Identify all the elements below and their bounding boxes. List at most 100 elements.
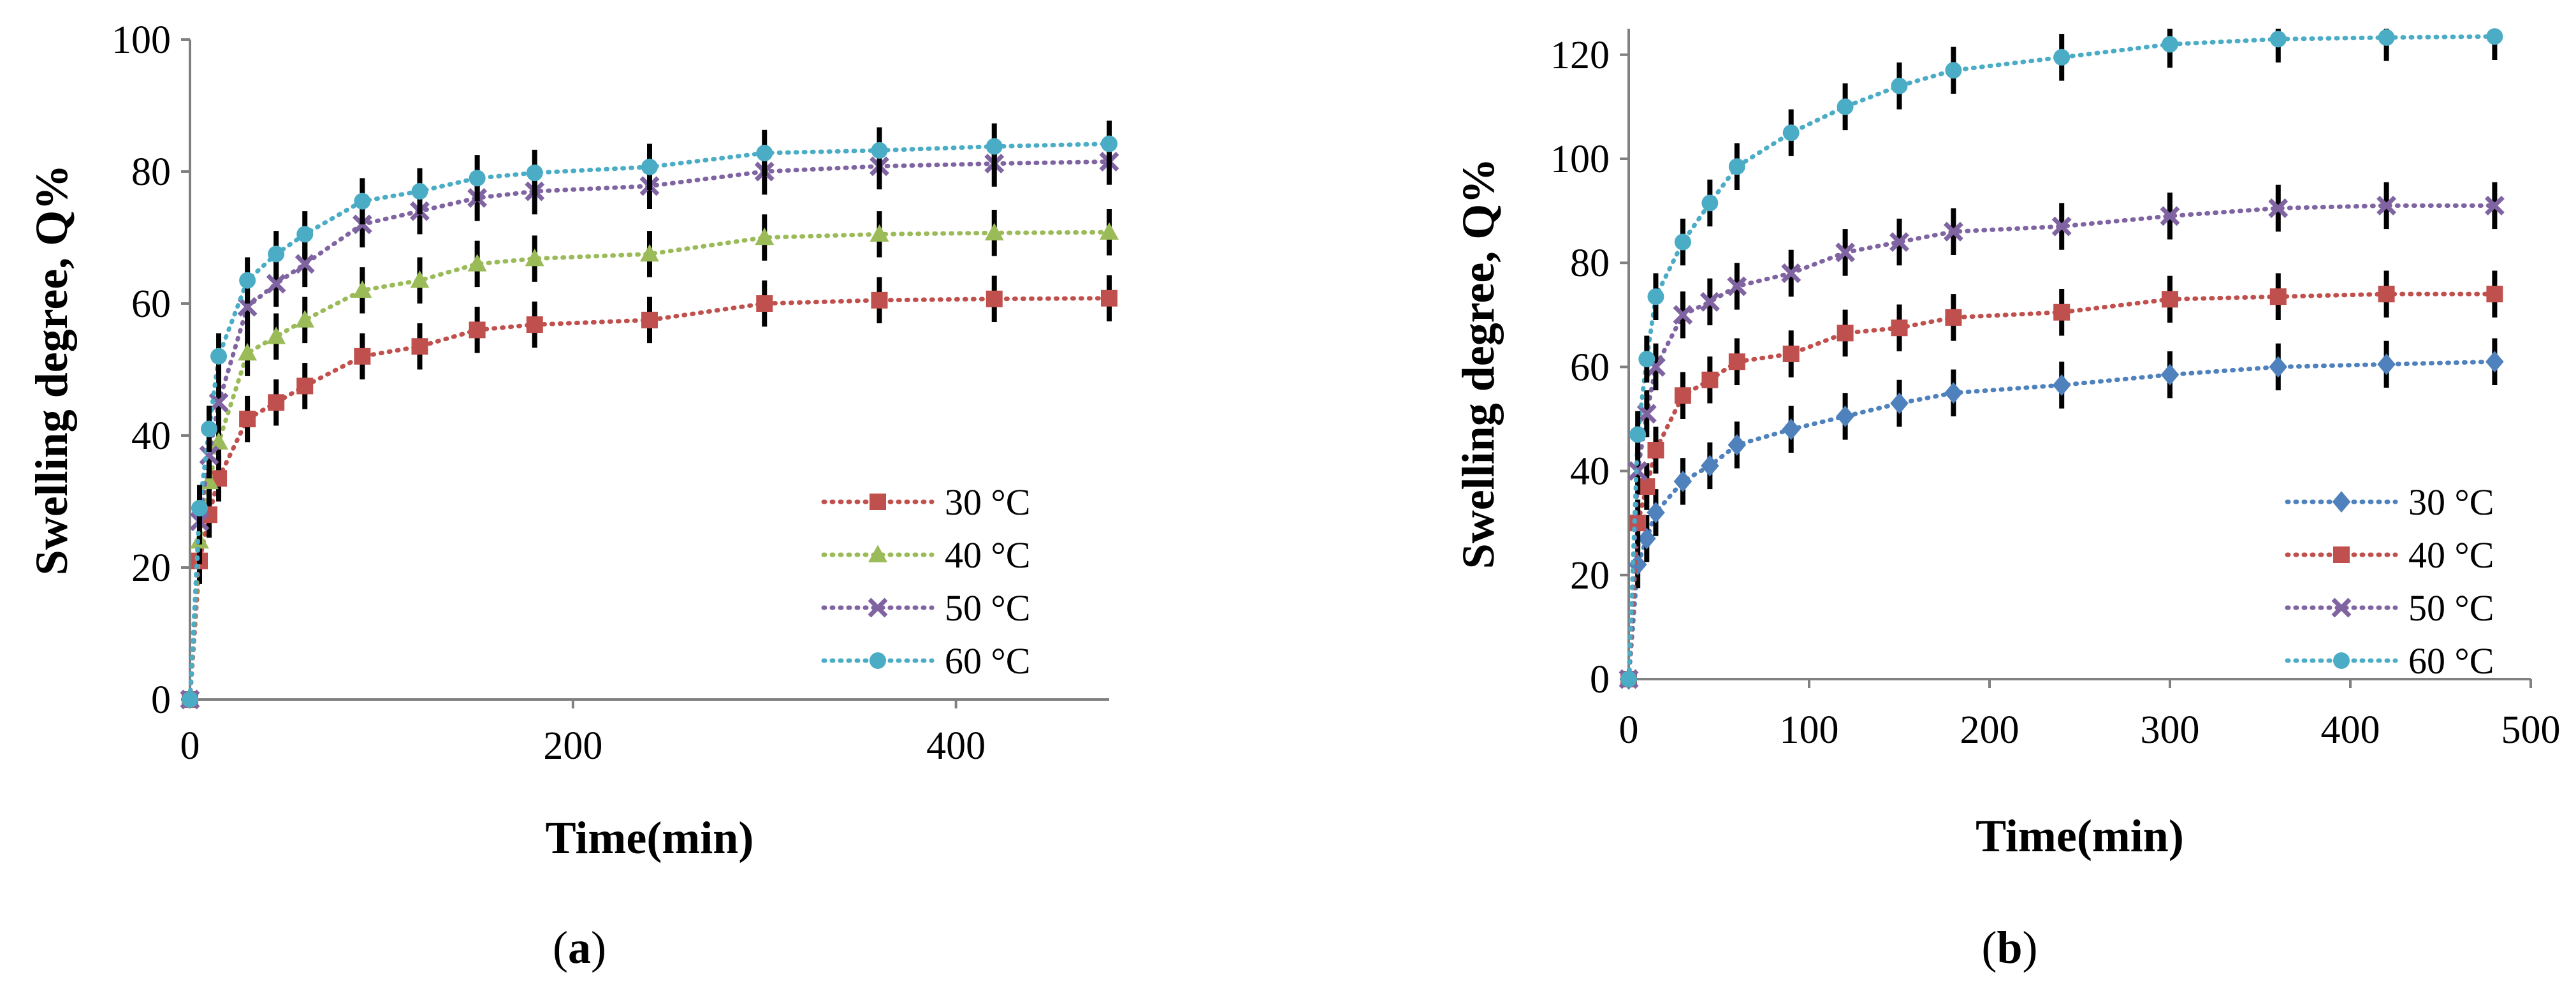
x-tick-label: 200	[543, 724, 602, 768]
y-tick-label: 20	[1570, 554, 1610, 597]
legend-label: 60 °C	[2408, 640, 2494, 682]
series-line	[1626, 359, 2497, 682]
legend-item: 60 °C	[821, 640, 1030, 682]
data-point	[756, 145, 773, 162]
data-point	[2269, 31, 2287, 48]
data-point	[2268, 198, 2289, 218]
series-30C	[1619, 338, 2504, 690]
data-point	[411, 338, 428, 355]
data-point	[2376, 195, 2397, 216]
data-point	[1889, 232, 1909, 253]
data-point	[1638, 527, 1656, 550]
legend-item: 40 °C	[821, 534, 1030, 576]
data-point	[2162, 291, 2178, 308]
legend-label: 30 °C	[945, 481, 1030, 523]
series-60C	[1620, 28, 2503, 687]
data-point	[353, 280, 372, 298]
data-point	[209, 432, 229, 450]
data-point	[1647, 288, 1664, 305]
y-tick-label: 60	[131, 282, 171, 326]
y-tick-label: 40	[1570, 450, 1610, 494]
data-point	[1781, 263, 1801, 283]
data-point	[2486, 28, 2503, 45]
legend-marker	[2331, 597, 2352, 618]
data-point	[641, 158, 658, 175]
data-point	[411, 183, 428, 200]
series-line	[1626, 291, 2497, 682]
legend-item: 50 °C	[2285, 587, 2494, 629]
data-point	[238, 343, 258, 361]
data-point	[1835, 242, 1856, 263]
data-point	[1638, 351, 1655, 368]
x-tick-label: 500	[2501, 708, 2561, 752]
y-tick-label: 80	[131, 150, 171, 194]
data-point	[1782, 124, 1800, 142]
data-point	[2053, 304, 2070, 321]
legend-label: 50 °C	[2408, 587, 2494, 629]
data-point	[984, 223, 1004, 240]
x-tick-label: 100	[1780, 708, 1839, 752]
y-axis-title: Swelling degree, Q%	[26, 165, 77, 576]
data-point	[1638, 478, 1655, 495]
data-point	[295, 254, 315, 274]
data-point	[268, 245, 285, 263]
data-point	[354, 348, 371, 365]
data-point	[1837, 325, 1854, 342]
data-point	[2052, 374, 2071, 396]
data-point	[2160, 206, 2180, 226]
legend-marker	[870, 652, 886, 669]
legend-marker	[868, 545, 887, 562]
data-point	[1100, 222, 1119, 240]
y-tick-label: 0	[151, 678, 171, 722]
data-point	[1891, 77, 1908, 94]
series-line	[1626, 203, 2497, 682]
data-point	[182, 691, 198, 708]
data-point	[1944, 382, 1963, 404]
data-point	[266, 274, 286, 294]
y-tick-label: 100	[112, 18, 171, 62]
legend-item: 40 °C	[2285, 534, 2494, 576]
data-point	[1890, 392, 1909, 414]
panel-a-chart: 0 20 40 60 80 100 0 200 400 Time(min) Swelling deg…	[26, 18, 1119, 973]
y-tick-label: 120	[1550, 34, 1610, 77]
legend-label: 60 °C	[945, 640, 1030, 682]
data-point	[2486, 286, 2503, 303]
y-axis-title: Swelling degree, Q%	[1453, 158, 1504, 569]
y-tick-label: 0	[1590, 658, 1610, 701]
data-point	[756, 295, 773, 312]
legend-marker	[2332, 491, 2351, 513]
series-50C	[1619, 182, 2505, 689]
data-point	[525, 249, 544, 267]
data-point	[1674, 233, 1691, 251]
data-point	[2377, 353, 2396, 376]
x-tick-label: 400	[2321, 708, 2380, 752]
series-line	[187, 296, 1112, 702]
data-point	[1782, 418, 1800, 441]
data-point	[1701, 194, 1719, 212]
panel-b-chart: 0 20 40 60 80 100 120 0 100 200 300 400 500 Time(min)…	[1453, 28, 2561, 973]
data-point	[1674, 387, 1691, 404]
data-point	[467, 254, 487, 272]
data-point	[2484, 195, 2505, 216]
data-point	[1629, 426, 1647, 443]
legend-item: 50 °C	[821, 587, 1030, 629]
data-point	[354, 193, 371, 210]
y-tick-label: 60	[1570, 346, 1610, 389]
data-point	[2378, 29, 2395, 46]
data-point	[191, 499, 208, 516]
y-tick-label: 20	[131, 546, 171, 590]
data-point	[296, 377, 314, 395]
data-point	[2160, 363, 2179, 386]
data-point	[266, 326, 286, 344]
data-point	[526, 165, 543, 182]
y-tick-label: 80	[1570, 242, 1610, 285]
legend-marker	[2333, 546, 2350, 563]
data-point	[1620, 671, 1637, 687]
data-point	[1673, 305, 1693, 325]
data-point	[1782, 346, 1800, 362]
data-point	[469, 170, 486, 187]
legend-label: 30 °C	[2408, 481, 2494, 523]
data-point	[295, 310, 315, 328]
data-point	[870, 224, 889, 242]
data-point	[1636, 404, 1657, 424]
